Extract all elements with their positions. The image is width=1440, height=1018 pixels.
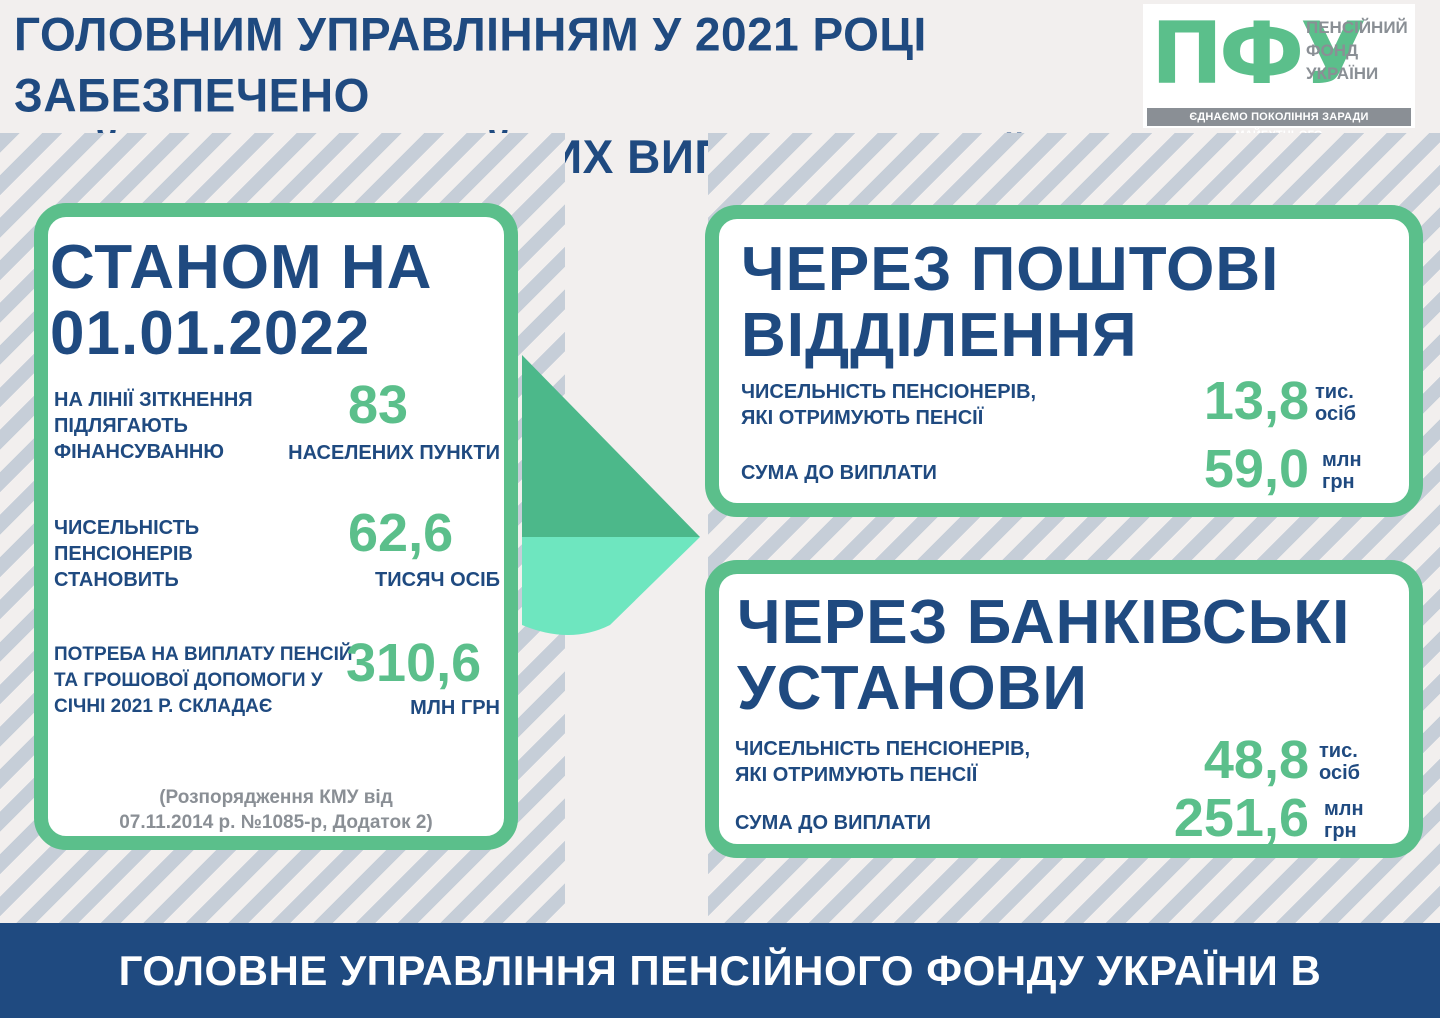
pensioners-unit: ТИСЯЧ ОСІБ [375,569,500,591]
summary-card: СТАНОМ НА 01.01.2022 НА ЛІНІЇ ЗІТКНЕННЯ … [34,203,518,850]
payment-need-label: ПОТРЕБА НА ВИПЛАТУ ПЕНСІЙ ТА ГРОШОВОЇ ДО… [54,644,353,717]
bank-count-value: 48,8 [1203,730,1309,790]
logo-text-line-1: ПЕНСІЙНИЙ [1306,18,1408,37]
bank-sum-value: 251,6 [1173,788,1309,848]
bank-count-label: ЧИСЕЛЬНІСТЬ ПЕНСІОНЕРІВ, ЯКІ ОТРИМУЮТЬ П… [735,738,1031,786]
arrow-bottom-half [522,537,700,635]
settlements-label: НА ЛІНІЇ ЗІТКНЕННЯ ПІДЛЯГАЮТЬ ФІНАНСУВАН… [54,389,253,463]
payment-need-value: 310,6 [346,633,482,693]
logo-text-line-2: ФОНД [1306,41,1359,60]
post-offices-title: ЧЕРЕЗ ПОШТОВІ ВІДДІЛЕННЯ [741,235,1280,370]
summary-title-line-1: СТАНОМ НА [50,233,433,302]
logo-text: ПЕНСІЙНИЙ ФОНД УКРАЇНИ [1306,16,1408,85]
settlements-value: 83 [348,375,409,435]
legal-reference-note: (Розпорядження КМУ від 07.11.2014 р. №10… [119,787,433,833]
post-sum-label: СУМА ДО ВИПЛАТИ [741,462,937,484]
bank-sum-unit: млн грн [1324,798,1364,842]
title-line-1: ГОЛОВНИМ УПРАВЛІННЯМ У 2021 РОЦІ ЗАБЕЗПЕ… [14,7,927,122]
logo-slogan: ЄДНАЄМО ПОКОЛІННЯ ЗАРАДИ МАЙБУТНЬОГО [1147,108,1411,141]
post-offices-card: ЧЕРЕЗ ПОШТОВІ ВІДДІЛЕННЯ ЧИСЕЛЬНІСТЬ ПЕН… [705,205,1423,517]
logo-mark: ПФУ [1151,4,1367,104]
pensioners-value: 62,6 [348,503,454,563]
pfu-logo: ПФУ ПЕНСІЙНИЙ ФОНД УКРАЇНИ ЄДНАЄМО ПОКОЛ… [1143,4,1415,141]
post-count-value: 13,8 [1203,371,1309,431]
arrow-top-half [522,355,700,537]
payment-need-unit: МЛН ГРН [410,697,500,719]
settlements-unit: НАСЕЛЕНИХ ПУНКТИ [288,442,500,464]
summary-title: СТАНОМ НА 01.01.2022 [50,235,432,367]
bank-institutions-card: ЧЕРЕЗ БАНКІВСЬКІ УСТАНОВИ ЧИСЕЛЬНІСТЬ ПЕ… [705,560,1423,858]
pensioners-label: ЧИСЕЛЬНІСТЬ ПЕНСІОНЕРІВ СТАНОВИТЬ [54,517,200,591]
bank-sum-label: СУМА ДО ВИПЛАТИ [735,812,931,834]
post-sum-value: 59,0 [1203,439,1309,499]
post-count-label: ЧИСЕЛЬНІСТЬ ПЕНСІОНЕРІВ, ЯКІ ОТРИМУЮТЬ П… [741,381,1037,429]
bank-institutions-title: ЧЕРЕЗ БАНКІВСЬКІ УСТАНОВИ [737,588,1351,723]
bank-count-unit: тис. осіб [1319,740,1360,784]
summary-date: 01.01.2022 [50,299,371,368]
logo-text-line-3: УКРАЇНИ [1306,64,1379,83]
post-sum-unit: млн грн [1322,449,1362,493]
arrow-right-icon [522,355,700,635]
post-count-unit: тис. осіб [1315,381,1356,425]
footer-banner: ГОЛОВНЕ УПРАВЛІННЯ ПЕНСІЙНОГО ФОНДУ УКРА… [0,923,1440,1018]
